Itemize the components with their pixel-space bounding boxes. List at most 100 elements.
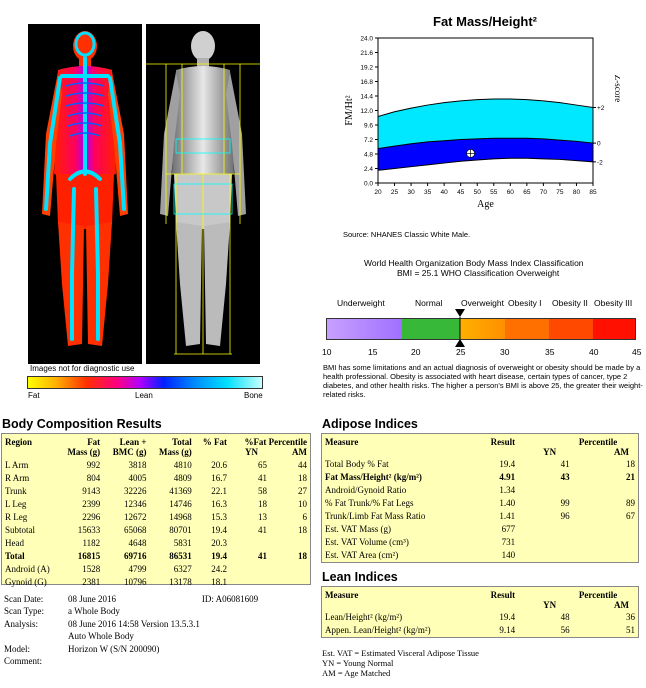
cell-percent-fat: 24.2 xyxy=(211,563,228,574)
cell-yn-percentile xyxy=(230,562,270,575)
scan-info-value: 08 June 2016 xyxy=(68,594,116,604)
cell-am-percentile: 6 xyxy=(302,511,308,522)
y-tick-label: 9.6 xyxy=(364,123,373,130)
y2-axis-label: Z-score xyxy=(613,75,620,102)
cell-am-percentile: 36 xyxy=(626,611,635,622)
bmi-result-line: BMI = 25.1 WHO Classification Overweight xyxy=(397,268,560,278)
cell-am-percentile: 18 xyxy=(626,458,635,469)
cell-fat-mass: 2381 xyxy=(82,576,101,587)
fat-distribution-scan-image xyxy=(28,24,142,364)
cell-am-percentile xyxy=(573,483,638,496)
cell-result: 677 xyxy=(501,523,516,534)
lean-indices-title: Lean Indices xyxy=(322,570,398,584)
table-row: Trunk/Limb Fat Mass Ratio 1.41 96 67 xyxy=(322,509,638,522)
col-result: Result xyxy=(490,437,516,447)
col-yn: YN xyxy=(245,447,259,457)
x-tick-label: 85 xyxy=(589,189,597,196)
cell-region: R Arm xyxy=(5,472,30,483)
bmi-tick: 35 xyxy=(545,347,555,357)
table-row: R Leg 2296 12672 14968 15.3 13 6 xyxy=(2,510,310,523)
bmi-segment-normal xyxy=(402,319,460,339)
band-lower xyxy=(378,138,593,171)
y-tick-label: 0.0 xyxy=(364,181,373,188)
col-am: AM xyxy=(614,447,629,457)
z-score-label: -2 xyxy=(597,159,603,166)
scan-info-label: Scan Date: xyxy=(4,594,44,604)
cell-yn-percentile xyxy=(518,483,572,496)
scan-info-value: 08 June 2016 14:58 Version 13.5.3.1 xyxy=(68,618,200,629)
cell-measure: Est. VAT Volume (cm³) xyxy=(325,536,409,547)
body-composition-table: Region Fat Mass (g) Lean + BMC (g) Total… xyxy=(1,433,311,587)
scan-info-label: Comment: xyxy=(4,656,42,667)
cell-yn-percentile: 13 xyxy=(257,511,267,522)
tissue-color-bar xyxy=(27,376,263,389)
cell-result: 19.4 xyxy=(499,611,516,622)
series-line-minus2 xyxy=(377,157,594,171)
cell-lean-bmc: 12672 xyxy=(124,511,147,522)
cell-percent-fat: 19.4 xyxy=(211,550,228,561)
cell-am-percentile: 18 xyxy=(298,524,307,535)
bmi-tick: 10 xyxy=(322,347,332,357)
x-tick-label: 20 xyxy=(374,189,382,196)
table-row: Android/Gynoid Ratio 1.34 xyxy=(322,483,638,496)
col-percent-fat: % Fat xyxy=(202,437,228,447)
x-tick-label: 75 xyxy=(556,189,564,196)
cell-total-mass: 4810 xyxy=(173,459,192,470)
cell-yn-percentile: 65 xyxy=(257,459,267,470)
bmi-category-overweight: Overweight xyxy=(461,298,504,308)
bmi-tick: 20 xyxy=(411,347,421,357)
scan-info-id xyxy=(202,619,258,629)
cell-lean-bmc: 65068 xyxy=(124,524,147,535)
cell-am-percentile xyxy=(573,548,638,561)
cell-total-mass: 80701 xyxy=(169,524,192,535)
cell-result: 731 xyxy=(501,536,516,547)
series-line-plus2 xyxy=(377,98,594,118)
bmi-tick: 45 xyxy=(632,347,642,357)
cell-result: 1.34 xyxy=(499,484,516,495)
scan-info-value: Horizon W (S/N 200090) xyxy=(68,643,160,654)
scan-info-label: Model: xyxy=(4,643,30,654)
col-measure: Measure xyxy=(325,590,359,600)
cell-percent-fat: 19.4 xyxy=(211,524,228,535)
col-percentile: Percentile xyxy=(578,437,618,447)
cell-lean-bmc: 69716 xyxy=(124,550,147,561)
cell-percent-fat: 15.3 xyxy=(211,511,228,522)
y-tick-label: 7.2 xyxy=(364,137,373,144)
col-fat-mass: Fat Mass (g) xyxy=(67,437,101,457)
cell-fat-mass: 9143 xyxy=(82,485,101,496)
cell-region: L Arm xyxy=(5,459,29,470)
cell-am-percentile: 10 xyxy=(298,498,307,509)
x-tick-label: 70 xyxy=(540,189,548,196)
adipose-indices-title: Adipose Indices xyxy=(322,417,418,431)
cell-percent-fat: 20.3 xyxy=(211,537,228,548)
scan-info-label xyxy=(4,631,66,641)
cell-measure: Appen. Lean/Height² (kg/m²) xyxy=(325,624,431,635)
y-tick-label: 19.2 xyxy=(360,65,373,72)
bmi-tick: 15 xyxy=(368,347,378,357)
body-composition-title: Body Composition Results xyxy=(2,417,162,431)
x-tick-label: 45 xyxy=(457,189,465,196)
cell-total-mass: 14968 xyxy=(169,511,192,522)
bmi-category-obesity-2: Obesity II xyxy=(552,298,588,308)
cell-yn-percentile: 56 xyxy=(560,624,570,635)
col-total-mass: Total Mass (g) xyxy=(158,437,192,457)
bmi-segment-obesity-2 xyxy=(549,319,593,339)
table-row: L Arm 992 3818 4810 20.6 65 44 xyxy=(2,458,310,471)
cell-measure: Android/Gynoid Ratio xyxy=(325,484,407,495)
cell-am-percentile xyxy=(270,562,310,575)
y-tick-label: 21.6 xyxy=(360,50,373,57)
scan-info-label: Analysis: xyxy=(4,618,39,629)
cell-percent-fat: 22.1 xyxy=(211,485,228,496)
scan-info-row: Scan Type: a Whole Body xyxy=(4,606,258,616)
scan-info-row: Analysis: 08 June 2016 14:58 Version 13.5… xyxy=(4,619,258,629)
cell-percent-fat: 18.1 xyxy=(211,576,228,587)
col-measure: Measure xyxy=(325,437,359,447)
cell-fat-mass: 1528 xyxy=(82,563,101,574)
cell-measure: Est. VAT Mass (g) xyxy=(325,523,392,534)
table-row: % Fat Trunk/% Fat Legs 1.40 99 89 xyxy=(322,496,638,509)
who-classification-title: World Health Organization Body Mass Inde… xyxy=(364,258,584,268)
scan-info-value: a Whole Body xyxy=(68,606,120,617)
table-row: Total 16815 69716 86531 19.4 41 18 xyxy=(2,549,310,562)
cell-result: 1.41 xyxy=(499,510,516,521)
cell-am-percentile: 21 xyxy=(626,471,635,482)
